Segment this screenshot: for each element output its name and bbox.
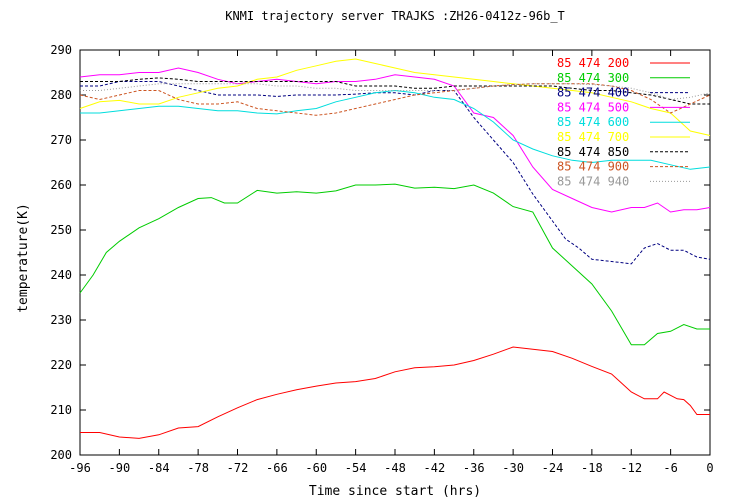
series-line-85-474-900: [79, 83, 711, 116]
series-lines: [79, 58, 711, 439]
y-axis-label: temperature(K): [16, 203, 31, 313]
x-axis-label: Time since start (hrs): [309, 484, 481, 499]
series-line-85-474-850: [80, 77, 710, 105]
x-tick-label: -42: [424, 461, 446, 475]
x-tick-label: -36: [463, 461, 485, 475]
y-tick-label: 280: [50, 88, 72, 102]
x-tick-label: 0: [706, 461, 713, 475]
y-tick-label: 200: [50, 448, 72, 462]
legend-label: 85 474 850: [557, 145, 629, 159]
x-tick-label: -18: [581, 461, 603, 475]
x-tick-label: -72: [227, 461, 249, 475]
y-tick-label: 240: [50, 268, 72, 282]
series-line-85-474-200: [80, 346, 710, 439]
legend-label: 85 474 500: [557, 100, 629, 114]
x-tick-label: -60: [305, 461, 327, 475]
legend-label: 85 474 900: [557, 160, 629, 174]
y-tick-label: 230: [50, 313, 72, 327]
x-tick-label: -30: [502, 461, 524, 475]
legend-label: 85 474 200: [557, 56, 629, 70]
x-tick-label: -48: [384, 461, 406, 475]
x-tick-label: -54: [345, 461, 367, 475]
x-tick-label: -78: [187, 461, 209, 475]
series-line-85-474-400: [80, 81, 711, 265]
y-tick-label: 250: [50, 223, 72, 237]
y-tick-label: 220: [50, 358, 72, 372]
x-tick-label: -66: [266, 461, 288, 475]
x-tick-label: -96: [69, 461, 91, 475]
series-line-85-474-940: [80, 83, 711, 101]
legend-label: 85 474 400: [557, 86, 629, 100]
series-line-85-474-300: [79, 183, 710, 346]
x-tick-label: -12: [620, 461, 642, 475]
x-axis: -96 -90 -84 -78 -72 -66 -60 -54 -48 -42 -36 -30 -24-…: [69, 50, 714, 475]
x-tick-label: -24: [542, 461, 564, 475]
legend-label: 85 474 300: [557, 71, 629, 85]
series-line-85-474-500: [79, 67, 711, 213]
x-tick-label: -84: [148, 461, 170, 475]
legend-label: 85 474 600: [557, 115, 629, 129]
legend-label: 85 474 700: [557, 130, 629, 144]
y-tick-label: 270: [50, 133, 72, 147]
x-tick-label: -6: [663, 461, 677, 475]
chart-title: KNMI trajectory server TRAJKS :ZH26-0412…: [225, 9, 565, 23]
y-axis: 200 210 220 230 240 250 260 270 280 290: [50, 43, 710, 462]
series-line-85-474-700: [79, 58, 711, 136]
y-tick-label: 290: [50, 43, 72, 57]
y-tick-label: 210: [50, 403, 72, 417]
legend-label: 85 474 940: [557, 174, 629, 188]
y-tick-label: 260: [50, 178, 72, 192]
x-tick-label: -90: [109, 461, 131, 475]
